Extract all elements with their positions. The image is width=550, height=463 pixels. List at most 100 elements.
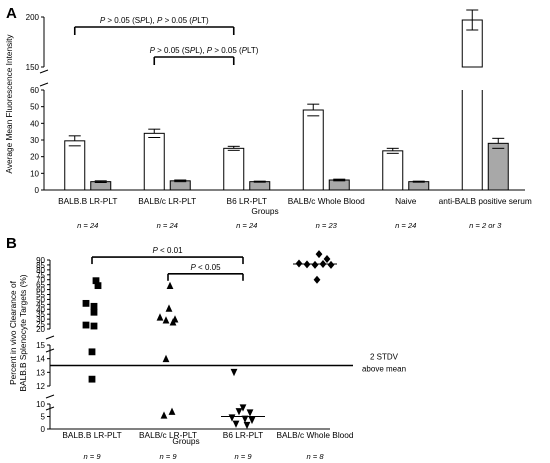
panel-a-bar	[328, 179, 350, 191]
panel-b-ylabel-line1: Percent in vivo Clearance of	[8, 280, 18, 384]
panel-a-axis-break-mark	[39, 69, 49, 74]
panel-b-category-label: BALB.B LR-PLT	[62, 430, 121, 440]
panel-a-bar	[143, 132, 165, 191]
panel-b-ytick-label: 13	[36, 368, 45, 377]
panel-a-significance-label: P > 0.05 (SPL), P > 0.05 (PLT)	[150, 46, 259, 55]
panel-b-category-label: BALB/c Whole Blood	[276, 430, 353, 440]
panel-a-ytick-label: 0	[35, 186, 40, 195]
panel-a-ytick-label: 150	[26, 63, 40, 72]
panel-b-ytick-label: 12	[36, 382, 45, 391]
panel-a-bar	[487, 142, 509, 191]
panel-a-n-label: n = 23	[316, 221, 338, 230]
panel-a-bar-lower-part	[461, 90, 483, 190]
panel-b-axis-break-mark	[45, 394, 55, 399]
panel-a-n-label: n = 24	[236, 221, 257, 230]
panel-b-data-point	[327, 260, 335, 269]
panel-b-data-point	[90, 308, 98, 316]
panel-b-data-point	[243, 421, 251, 430]
panel-b-data-point	[156, 313, 164, 321]
panel-a-ytick-label: 30	[30, 136, 39, 145]
panel-b-axis-break-mark	[45, 335, 55, 340]
panel-a-category-label: Naive	[395, 196, 417, 206]
panel-a-bar	[64, 140, 86, 191]
panel-a-n-label: n = 2 or 3	[469, 221, 502, 230]
panel-b-data-point	[82, 299, 90, 307]
panel-a-category-label: BALB.B LR-PLT	[58, 196, 117, 206]
panel-b-ytick-label: 35	[36, 310, 45, 319]
panel-b-axis-break-mark	[45, 348, 55, 353]
panel-b-ytick-label: 50	[36, 295, 45, 304]
panel-b-reference-label: above mean	[362, 365, 406, 374]
panel-a-xlabel: Groups	[251, 206, 278, 216]
panel-b-chart: 0 5 10 12 13 14 15 2025303540455055606570758085…	[36, 246, 406, 461]
panel-b-ytick-label: 65	[36, 281, 45, 290]
panel-b-data-point	[162, 316, 170, 324]
panel-b-ytick-label: 30	[36, 315, 45, 324]
panel-b-ytick-label: 80	[36, 266, 45, 275]
panel-b-data-point	[241, 415, 249, 423]
panel-b-data-point	[228, 414, 236, 422]
panel-b-data-point	[94, 282, 102, 290]
panel-b-n-label: n = 9	[159, 452, 177, 461]
panel-b-ytick-label: 60	[36, 286, 45, 295]
panel-a-category-label: B6 LR-PLT	[227, 196, 267, 206]
panel-b-letter: B	[6, 235, 17, 252]
panel-b-n-label: n = 9	[234, 452, 252, 461]
panel-a-category-label: BALB/c LR-PLT	[138, 196, 196, 206]
panel-b-data-point	[162, 354, 170, 363]
panel-b-category-label: BALB/c LR-PLT	[139, 430, 197, 440]
panel-b-ytick-label: 10	[36, 400, 45, 409]
panel-a-ylabel: Average Mean Fluorescence Intensity	[4, 34, 14, 174]
panel-b-ytick-label: 5	[41, 413, 46, 422]
panel-b-data-point	[88, 348, 96, 356]
panel-a-category-label: anti-BALB positive serum	[439, 196, 532, 206]
panel-b-ytick-label: 15	[36, 341, 45, 350]
panel-a-bar	[249, 181, 271, 191]
panel-b-data-point	[246, 409, 254, 417]
panel-a-bar	[408, 181, 430, 191]
panel-a-n-label: n = 24	[395, 221, 416, 230]
panel-b-data-point	[160, 411, 168, 419]
panel-b-data-point	[235, 408, 243, 416]
panel-b-ytick-label: 45	[36, 300, 45, 309]
panel-a-ytick-label: 20	[30, 153, 39, 162]
panel-a-bar	[302, 109, 324, 191]
panel-b-reference-label: 2 STDV	[370, 353, 399, 362]
panel-b-data-point	[230, 368, 238, 377]
panel-b-data-point	[88, 375, 96, 383]
panel-b-data-point	[165, 304, 173, 312]
panel-b-xlabel: Groups	[172, 436, 199, 446]
panel-b-data-point	[82, 321, 90, 329]
panel-b-data-point	[323, 255, 331, 264]
panel-b-ytick-label: 0	[41, 425, 46, 434]
panel-b-ytick-label: 75	[36, 271, 45, 280]
panel-a-bar	[169, 180, 191, 191]
panel-a-ytick-label: 50	[30, 103, 39, 112]
panel-b-ytick-label: 25	[36, 320, 45, 329]
panel-b-data-point	[232, 420, 240, 428]
panel-b-n-label: n = 9	[83, 452, 101, 461]
panel-b-ytick-label: 20	[36, 325, 45, 334]
panel-a-bar	[223, 147, 245, 191]
panel-b-n-label: n = 8	[306, 452, 324, 461]
panel-b-data-point	[169, 318, 177, 326]
panel-b-significance-label: P < 0.01	[152, 246, 183, 255]
panel-b-data-point	[166, 281, 174, 290]
panel-b-data-point	[90, 302, 98, 310]
panel-b-ytick-label: 40	[36, 305, 45, 314]
panel-a-ytick-label: 40	[30, 119, 39, 128]
panel-b-ytick-label: 70	[36, 276, 45, 285]
panel-b-significance-label: P < 0.05	[190, 263, 221, 272]
panel-a-ytick-label: 10	[30, 169, 39, 178]
panel-b-ylabel-line2: BALB.B Splenocyte Targets (%)	[18, 274, 28, 391]
panel-a-ytick-label: 60	[30, 86, 39, 95]
panel-a-n-label: n = 24	[157, 221, 178, 230]
panel-b-ytick-label: 85	[36, 261, 45, 270]
panel-b-ytick-label: 14	[36, 355, 45, 364]
panel-b-data-point	[239, 404, 247, 412]
panel-b-data-point	[315, 250, 323, 259]
panel-a-ytick-label: 200	[26, 13, 40, 22]
panel-b-data-point	[248, 416, 256, 425]
panel-b-ytick-label: 55	[36, 291, 45, 300]
